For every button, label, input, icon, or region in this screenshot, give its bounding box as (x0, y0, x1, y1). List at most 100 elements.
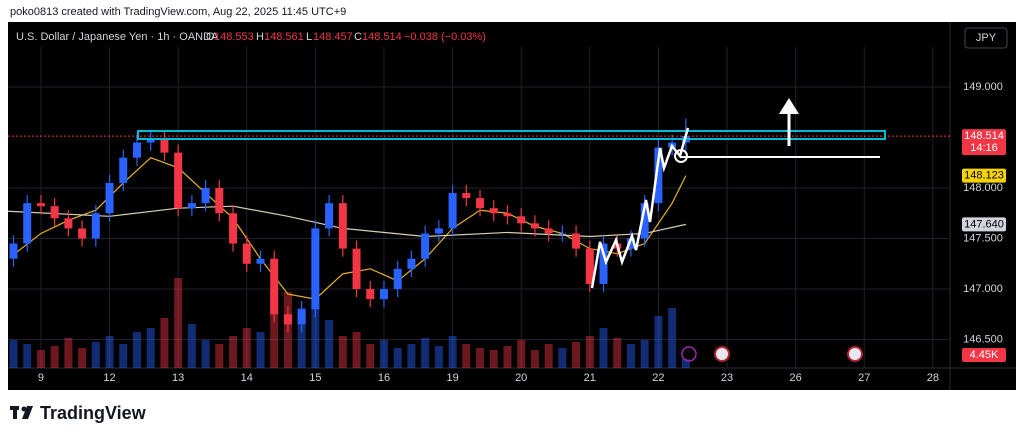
volume-bar (599, 328, 608, 368)
candle-body (297, 309, 306, 325)
event-flag (847, 346, 863, 362)
price-label-box (962, 217, 1006, 232)
volume-bar (338, 336, 347, 368)
price-label: 147.640 (964, 218, 1004, 230)
y-tick-label: 148.000 (963, 182, 1003, 194)
volume-bar (311, 304, 320, 368)
candle-body (215, 188, 224, 214)
credit: poko0813 created with TradingView.com, A… (10, 6, 346, 18)
x-tick-label: 28 (927, 372, 939, 384)
volume-bar (201, 340, 210, 368)
h-label: H (256, 31, 264, 43)
candle-body (283, 314, 292, 325)
x-tick-label: 15 (309, 372, 321, 384)
o-label: O (206, 31, 215, 43)
candle-body (530, 223, 539, 229)
h-value: 148.561 (264, 31, 304, 43)
change: −0.038 (−0.03%) (404, 31, 486, 43)
x-tick-label: 16 (378, 372, 390, 384)
l-label: L (306, 31, 312, 43)
x-tick-label: 23 (721, 372, 733, 384)
candle-body (242, 243, 251, 264)
volume-bar (462, 344, 471, 368)
candle-body (256, 258, 265, 264)
volume-bar (640, 340, 649, 368)
candle-body (132, 142, 141, 158)
candle-body (23, 203, 32, 244)
candle-body (91, 213, 100, 239)
x-tick-label: 14 (241, 372, 253, 384)
volume-bar (78, 348, 87, 368)
volume-bar (23, 344, 32, 368)
volume-bar (503, 346, 512, 368)
c-label: C (354, 31, 362, 43)
volume-bar (544, 344, 553, 368)
price-label: 148.514 (964, 130, 1004, 142)
candle-body (448, 193, 457, 229)
marker-circle (674, 149, 688, 163)
event-icon (681, 346, 697, 362)
drawings (137, 98, 886, 362)
volume-bar (297, 308, 306, 368)
brand: TradingView (40, 403, 147, 423)
volume-bar (215, 344, 224, 368)
y-tick-label: 146.500 (963, 333, 1003, 345)
currency: JPY (976, 32, 997, 44)
candle-body (558, 233, 567, 235)
volume-bar (352, 332, 361, 368)
candle-body (640, 203, 649, 239)
event-flag (714, 346, 730, 362)
volume-bar (379, 340, 388, 368)
candle-body (489, 208, 498, 214)
volume-bar (366, 344, 375, 368)
c-value: 148.514 (362, 31, 402, 43)
candle-body (78, 228, 87, 239)
y-tick-label: 147.000 (963, 283, 1003, 295)
countdown: 14:16 (970, 142, 998, 154)
candle-body (146, 139, 155, 143)
price-label-box (962, 168, 1006, 183)
y-tick-label: 149.000 (963, 81, 1003, 93)
candle-body (338, 203, 347, 249)
volume-bar (229, 336, 238, 368)
volume-bar (558, 348, 567, 368)
x-tick-label: 13 (172, 372, 184, 384)
volume-label-box (962, 348, 1006, 362)
x-tick-label: 21 (584, 372, 596, 384)
volume-bar (256, 332, 265, 368)
candle-body (366, 289, 375, 300)
candle-body (476, 198, 485, 209)
candle-body (36, 203, 45, 207)
volume-bar (626, 344, 635, 368)
volume-bar (407, 344, 416, 368)
volume-bar (585, 336, 594, 368)
x-tick-label: 20 (515, 372, 527, 384)
volume-bar (132, 332, 141, 368)
o-value: 148.553 (214, 31, 254, 43)
resistance-zone (137, 130, 886, 140)
candle-body (174, 152, 183, 209)
volume-bar (187, 324, 196, 368)
symbol: U.S. Dollar / Japanese Yen · 1h · OANDA (16, 31, 219, 43)
volume-bar (36, 350, 45, 368)
candle-body (160, 139, 169, 153)
volume-bar (668, 308, 677, 368)
volume-bar (64, 338, 73, 368)
volume-bar (476, 348, 485, 368)
y-tick-label: 147.500 (963, 232, 1003, 244)
candle-body (421, 233, 430, 259)
volume-bar (119, 344, 128, 368)
volume-bar (517, 340, 526, 368)
candle-body (379, 289, 388, 300)
price-label-box (962, 129, 1006, 156)
price-label: 148.123 (964, 169, 1004, 181)
candle-body (9, 243, 18, 259)
volume-bar (530, 350, 539, 368)
candle-body (393, 268, 402, 290)
x-tick-label: 9 (38, 372, 44, 384)
candle-body (119, 157, 128, 183)
volume-bar (421, 338, 430, 368)
volume-bar (242, 328, 251, 368)
x-tick-label: 27 (858, 372, 870, 384)
